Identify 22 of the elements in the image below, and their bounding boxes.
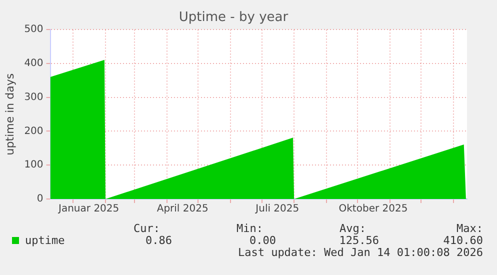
text: Last update: Wed Jan 14 01:00:08 2026: [238, 246, 483, 259]
text: Avg:: [340, 222, 366, 235]
text: Cur:: [134, 222, 160, 235]
text: 125.56: [339, 234, 379, 247]
y-tick-label: 0: [36, 194, 44, 205]
text: 410.60: [443, 234, 483, 247]
text: 0.86: [146, 234, 172, 247]
y-axis-title: uptime in days: [3, 73, 16, 156]
text: Max:: [456, 222, 483, 235]
x-tick-label: Juli 2025: [254, 204, 300, 215]
x-tick-label: Oktober 2025: [338, 204, 408, 215]
x-tick-label: April 2025: [156, 204, 208, 215]
legend-label: uptime: [24, 234, 65, 247]
chart-title: Uptime - by year: [178, 10, 289, 26]
text: Min:: [236, 222, 263, 235]
x-tick-label: Januar 2025: [58, 204, 120, 215]
y-tick-label: 200: [24, 126, 44, 137]
y-tick-label: 300: [24, 92, 44, 103]
y-tick-label: 100: [24, 160, 44, 171]
text: 0.00: [250, 234, 276, 247]
y-tick-label: 400: [24, 58, 44, 70]
y-tick-label: 500: [24, 24, 44, 36]
